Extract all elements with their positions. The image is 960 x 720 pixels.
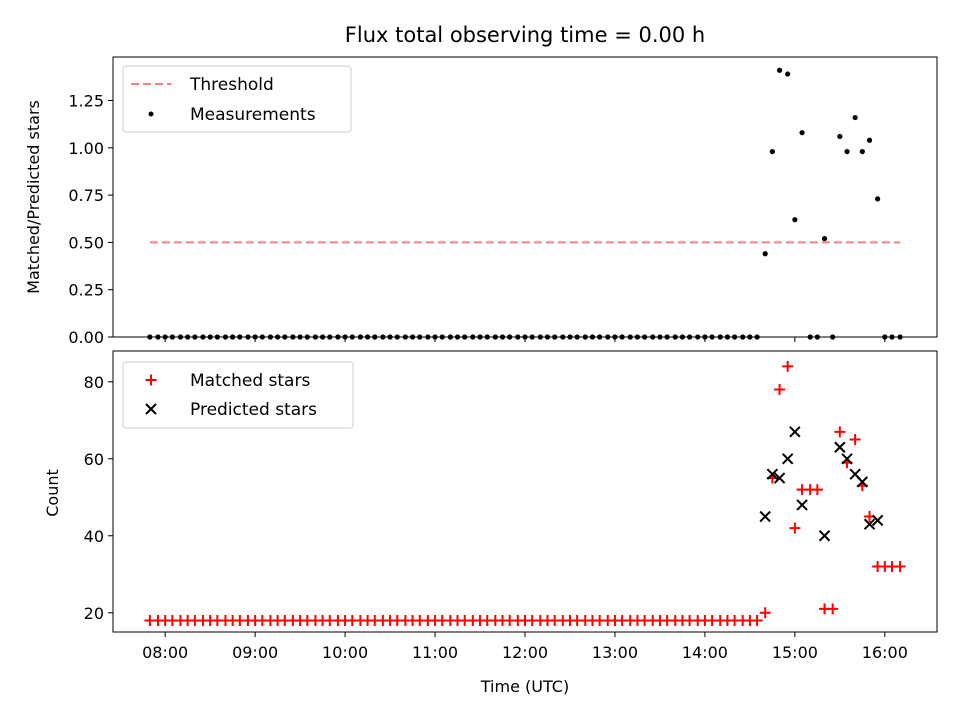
predicted-star-point (759, 510, 771, 523)
x-tick-label: 08:00 (142, 643, 188, 662)
top-y-axis-label: Matched/Predicted stars (24, 100, 43, 294)
predicted-star-point (818, 530, 831, 542)
predicted-star-point (781, 453, 794, 465)
measurement-point (799, 130, 805, 136)
predicted-star-point (863, 518, 876, 530)
x-tick-label: 14:00 (682, 643, 728, 662)
top-y-tick-label: 1.25 (68, 92, 104, 111)
measurement-point (875, 196, 881, 202)
matched-star-point (811, 484, 823, 496)
predicted-star-point (856, 476, 869, 488)
legend-measurements-label: Measurements (190, 105, 316, 125)
x-tick-label: 11:00 (412, 643, 458, 662)
matched-star-point (774, 383, 786, 395)
measurement-point (785, 71, 791, 77)
top-chart-title: Flux total observing time = 0.00 h (345, 23, 705, 47)
top-y-tick-label: 0.00 (68, 328, 104, 347)
predicted-star-point (766, 468, 779, 480)
matched-star-point (894, 561, 906, 573)
predicted-star-point (773, 472, 786, 484)
top-y-tick-label: 0.25 (68, 281, 104, 300)
measurement-point (837, 133, 843, 140)
predicted-star-point (871, 514, 884, 527)
legend-measurements-swatch (148, 111, 154, 117)
top-legend: Threshold Measurements (122, 65, 352, 133)
measurement-point (852, 114, 858, 121)
x-tick-label: 16:00 (862, 643, 908, 662)
bottom-plot-area: 20 40 60 80 08:00 09:00 10:00 11:00 12:00 13:00 14… (84, 350, 938, 662)
bottom-y-axis-label: Count (43, 469, 62, 517)
bottom-y-tick-label: 40 (84, 527, 104, 546)
predicted-star-point (789, 426, 801, 438)
x-tick-label: 12:00 (502, 643, 548, 662)
top-plot-area: 0.00 0.25 0.50 0.75 1.00 1.25 (68, 56, 938, 347)
matched-star-point (789, 522, 801, 534)
measurement-point (769, 148, 775, 155)
measurement-point (776, 67, 783, 73)
measurement-point (844, 148, 850, 155)
legend-predicted-swatch (145, 403, 157, 415)
bottom-y-tick-label: 60 (84, 450, 104, 469)
predicted-star-point (841, 453, 853, 465)
x-tick-label: 15:00 (772, 643, 818, 662)
matched-star-point (849, 434, 861, 446)
top-y-tick-label: 0.75 (68, 186, 104, 205)
bottom-series-predicted-stars (759, 426, 884, 542)
x-tick-label: 10:00 (322, 643, 368, 662)
bottom-y-tick-label: 20 (84, 604, 104, 623)
top-y-tick-label: 0.50 (68, 233, 104, 252)
legend-predicted-label: Predicted stars (190, 400, 317, 420)
bottom-y-tick-label: 80 (84, 373, 104, 392)
measurement-point (762, 251, 768, 257)
top-legend-box (122, 65, 352, 133)
matched-star-point (834, 426, 846, 438)
legend-matched-swatch (145, 374, 157, 386)
x-tick-label: 09:00 (232, 643, 278, 662)
matched-star-point (759, 607, 771, 619)
legend-matched-label: Matched stars (190, 371, 310, 391)
matched-star-point (751, 614, 763, 626)
predicted-star-point (834, 441, 846, 453)
bottom-legend-box (122, 361, 354, 429)
matched-star-point (782, 360, 794, 372)
bottom-legend: Matched stars Predicted stars (122, 361, 354, 429)
x-tick-label: 13:00 (592, 643, 638, 662)
measurement-point (792, 217, 798, 223)
predicted-star-point (796, 499, 808, 511)
x-axis-label: Time (UTC) (480, 677, 569, 696)
top-y-tick-label: 1.00 (68, 139, 104, 158)
measurement-point (866, 137, 873, 143)
measurement-point (821, 236, 828, 242)
measurement-point (859, 148, 865, 155)
legend-threshold-label: Threshold (189, 75, 274, 95)
matched-star-point (827, 603, 839, 615)
